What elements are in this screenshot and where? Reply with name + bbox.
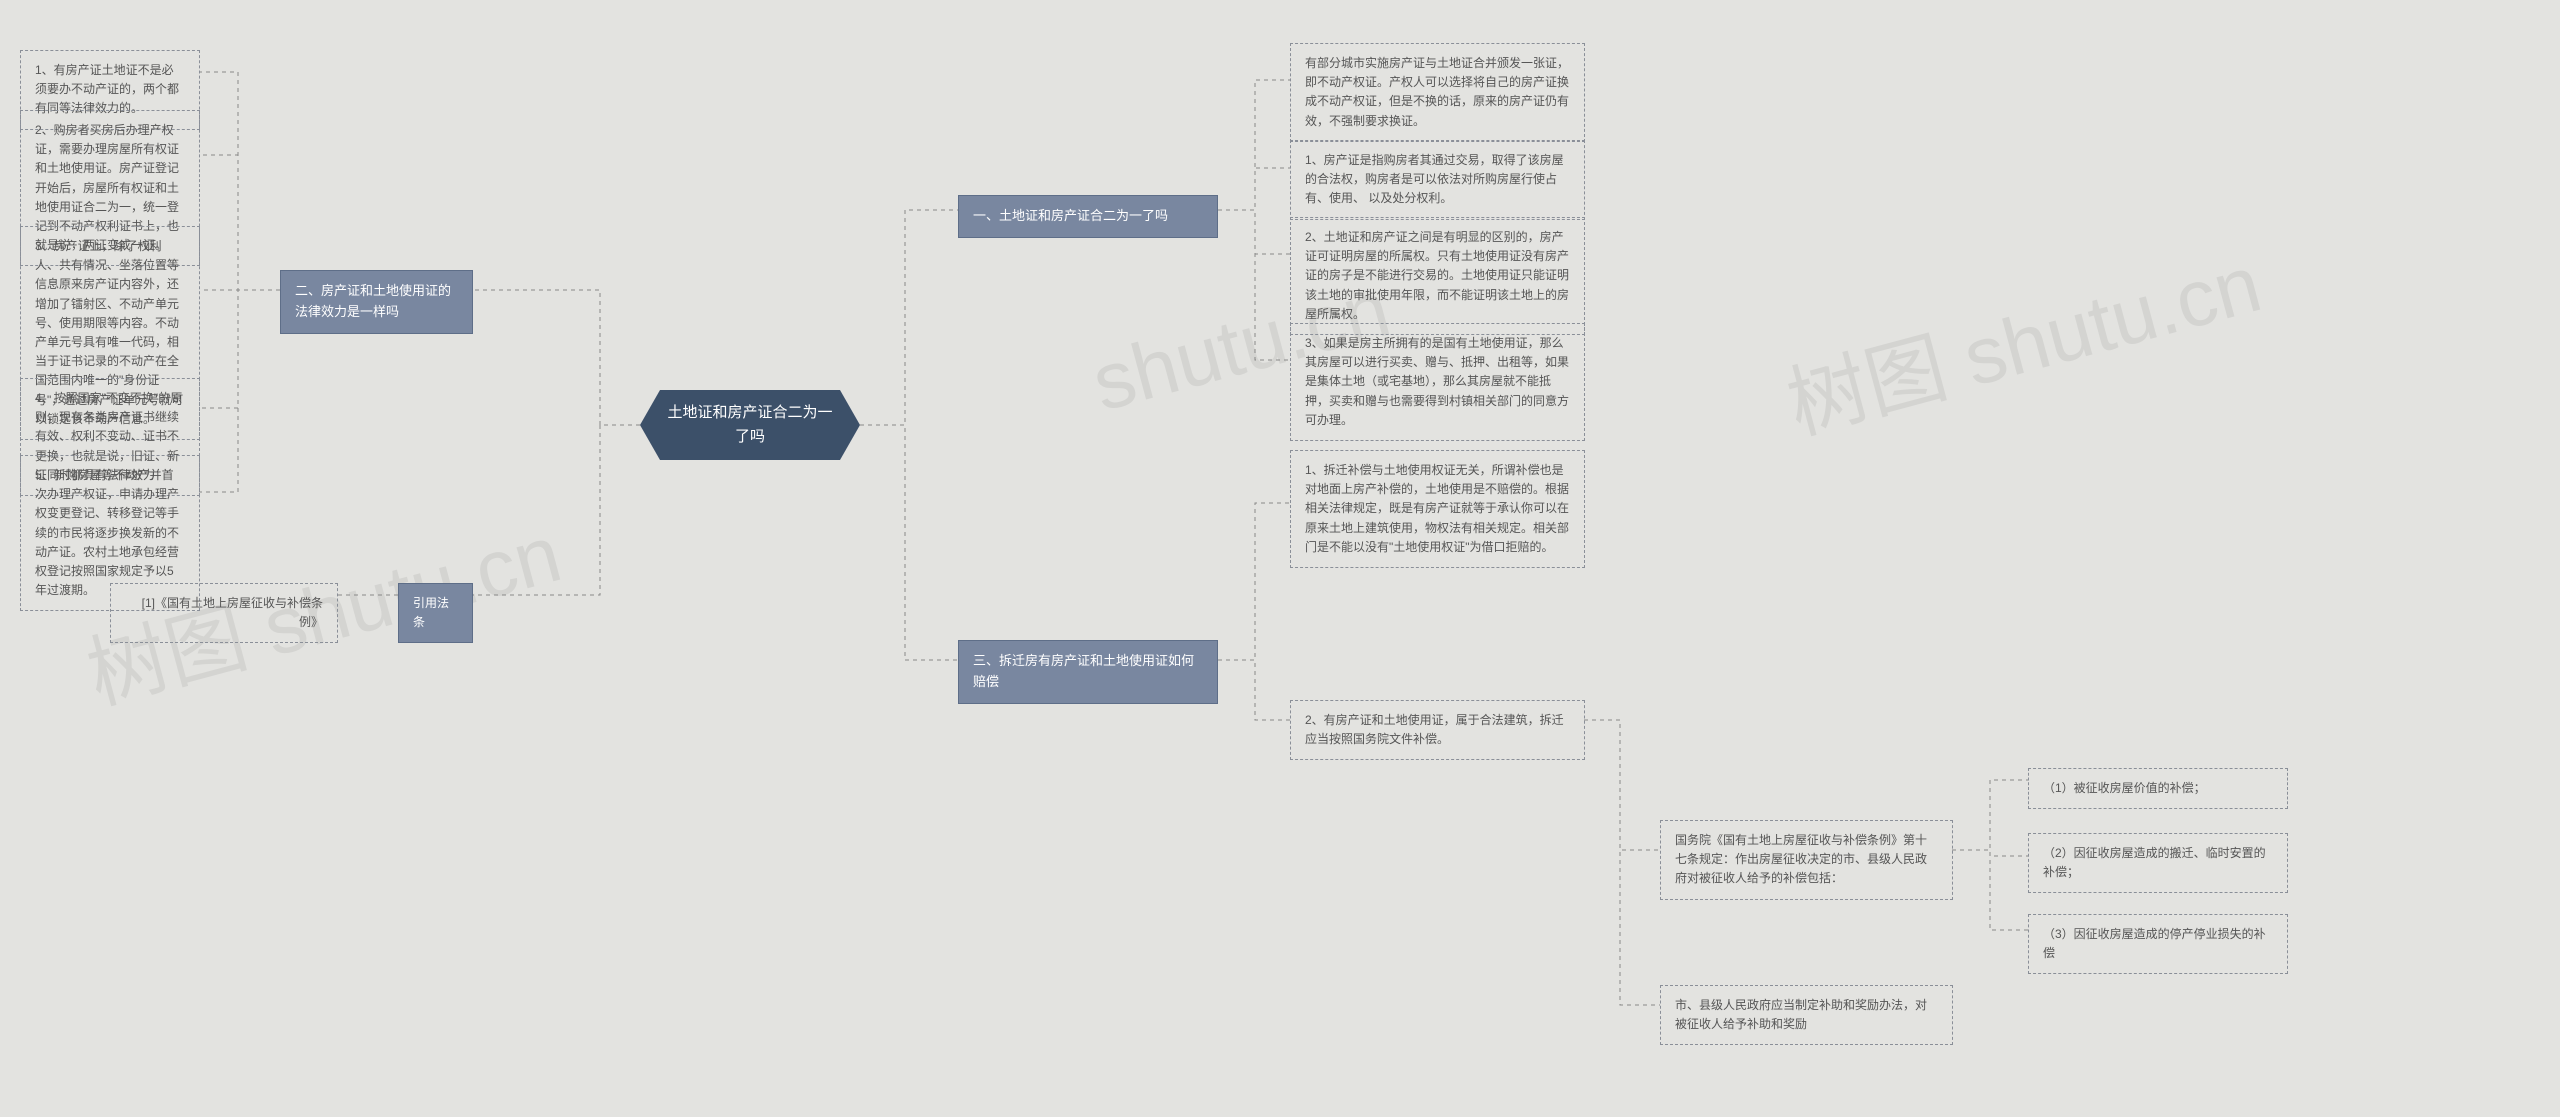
branch-section-3: 三、拆迁房有房产证和土地使用证如何赔偿 xyxy=(958,640,1218,704)
leaf-r1-3: 3、如果是房主所拥有的是国有土地使用证，那么其房屋可以进行买卖、赠与、抵押、出租… xyxy=(1290,323,1585,441)
leaf-r1-2: 2、土地证和房产证之间是有明显的区别的，房产证可证明房屋的所属权。只有土地使用证… xyxy=(1290,217,1585,335)
leaf-r3-1: 2、有房产证和土地使用证，属于合法建筑，拆迁应当按照国务院文件补偿。 xyxy=(1290,700,1585,760)
leaf-r3-1-gc2: （2）因征收房屋造成的搬迁、临时安置的补偿； xyxy=(2028,833,2288,893)
branch-section-1: 一、土地证和房产证合二为一了吗 xyxy=(958,195,1218,238)
leaf-r3-0: 1、拆迁补偿与土地使用权证无关，所谓补偿也是对地面上房产补偿的，土地使用是不赔偿… xyxy=(1290,450,1585,568)
branch-section-2: 二、房产证和土地使用证的法律效力是一样吗 xyxy=(280,270,473,334)
leaf-citation-0: [1]《国有土地上房屋征收与补偿条例》 xyxy=(110,583,338,643)
leaf-r3-1-child2: 市、县级人民政府应当制定补助和奖励办法，对被征收人给予补助和奖励 xyxy=(1660,985,1953,1045)
root-node: 土地证和房产证合二为一 了吗 xyxy=(640,390,860,460)
leaf-r3-1-gc1: （1）被征收房屋价值的补偿； xyxy=(2028,768,2288,809)
leaf-r1-1: 1、房产证是指购房者其通过交易，取得了该房屋的合法权，购房者是可以依法对所购房屋… xyxy=(1290,140,1585,220)
leaf-r3-1-gc3: （3）因征收房屋造成的停产停业损失的补偿 xyxy=(2028,914,2288,974)
watermark-right: 树图 shutu.cn xyxy=(1773,219,2271,456)
branch-citation: 引用法条 xyxy=(398,583,473,643)
leaf-r1-0: 有部分城市实施房产证与土地证合并颁发一张证，即不动产权证。产权人可以选择将自己的… xyxy=(1290,43,1585,142)
leaf-r3-1-child: 国务院《国有土地上房屋征收与补偿条例》第十七条规定：作出房屋征收决定的市、县级人… xyxy=(1660,820,1953,900)
